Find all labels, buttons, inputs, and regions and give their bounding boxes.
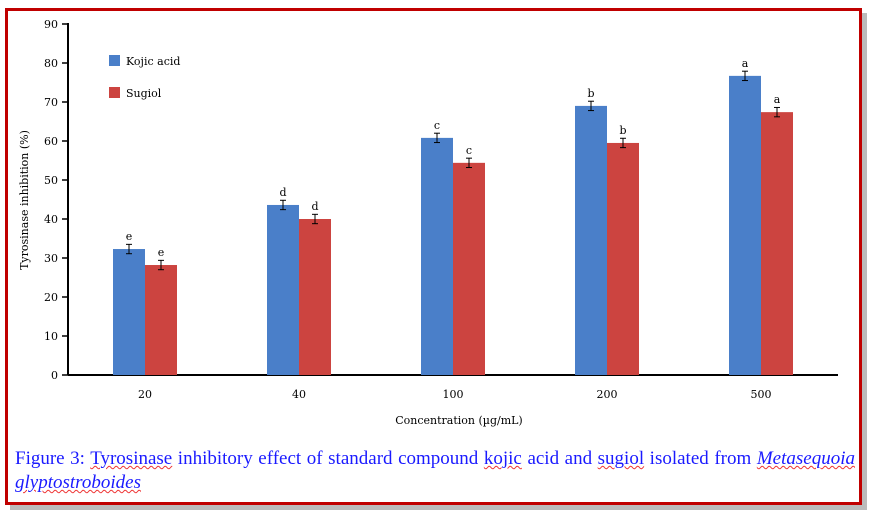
caption-word: sugiol — [597, 448, 645, 469]
x-tick-label: 200 — [597, 388, 618, 401]
x-tick-label: 20 — [138, 388, 152, 401]
significance-letter: d — [311, 200, 318, 213]
figure-caption: Figure 3: Tyrosinase inhibitory effect o… — [15, 447, 855, 495]
caption-species: Metasequoia glyptostroboides — [15, 448, 855, 493]
bar-kojic-acid — [729, 75, 761, 376]
x-tick-label: 40 — [292, 388, 306, 401]
legend-label: Sugiol — [126, 87, 162, 100]
significance-letter: e — [126, 230, 133, 243]
x-axis-label: Concentration (µg/mL) — [395, 414, 522, 427]
significance-letter: c — [434, 119, 440, 132]
bar-kojic-acid — [113, 249, 145, 375]
significance-letter: b — [619, 124, 626, 137]
y-tick-label: 20 — [44, 291, 58, 304]
caption-prefix: Figure 3: — [15, 448, 91, 469]
legend-swatch — [109, 87, 120, 98]
bar-sugiol — [145, 265, 177, 375]
significance-letter: b — [587, 87, 594, 100]
caption-text: inhibitory effect of standard compound — [172, 448, 484, 469]
significance-letter: a — [774, 93, 781, 106]
significance-letter: d — [279, 186, 286, 199]
bar-kojic-acid — [267, 204, 299, 375]
bar-sugiol — [453, 162, 485, 375]
bar-kojic-acid — [575, 105, 607, 376]
caption-word: Tyrosinase — [90, 448, 173, 469]
y-tick-label: 30 — [44, 252, 58, 265]
y-tick-label: 50 — [44, 174, 58, 187]
figure-frame — [5, 8, 862, 505]
y-axis-label: Tyrosinase inhibition (%) — [18, 130, 31, 270]
caption-text: isolated from — [644, 448, 757, 469]
legend-swatch — [109, 55, 120, 66]
y-tick-label: 0 — [51, 369, 58, 382]
significance-letter: a — [742, 57, 749, 70]
x-tick-label: 500 — [751, 388, 772, 401]
y-tick-label: 80 — [44, 57, 58, 70]
legend-label: Kojic acid — [126, 55, 180, 68]
caption-text: acid and — [521, 448, 598, 469]
y-tick-label: 70 — [44, 96, 58, 109]
y-tick-label: 10 — [44, 330, 58, 343]
significance-letter: e — [158, 246, 165, 259]
significance-letter: c — [466, 144, 472, 157]
y-tick-label: 90 — [44, 18, 58, 31]
caption-word: kojic — [483, 448, 522, 469]
bar-kojic-acid — [421, 137, 453, 375]
bar-sugiol — [299, 219, 331, 375]
x-tick-label: 100 — [443, 388, 464, 401]
y-tick-label: 60 — [44, 135, 58, 148]
bar-sugiol — [607, 142, 639, 375]
bar-sugiol — [761, 112, 793, 375]
y-tick-label: 40 — [44, 213, 58, 226]
